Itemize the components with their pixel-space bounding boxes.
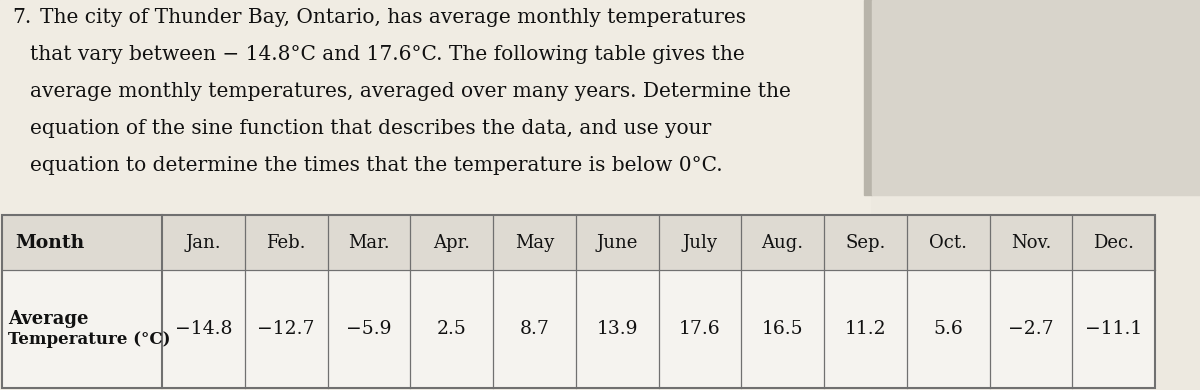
Text: Oct.: Oct.: [929, 234, 967, 252]
Text: Nov.: Nov.: [1010, 234, 1051, 252]
Text: Sep.: Sep.: [845, 234, 886, 252]
Text: −14.8: −14.8: [175, 320, 232, 338]
Text: −2.7: −2.7: [1008, 320, 1054, 338]
Text: 11.2: 11.2: [845, 320, 886, 338]
Text: 17.6: 17.6: [679, 320, 721, 338]
Bar: [2, 215, 1154, 388]
Text: Average: Average: [8, 310, 89, 328]
Text: average monthly temperatures, averaged over many years. Determine the: average monthly temperatures, averaged o…: [30, 82, 791, 101]
Text: −12.7: −12.7: [257, 320, 314, 338]
Text: 2.5: 2.5: [437, 320, 467, 338]
Text: Apr.: Apr.: [433, 234, 470, 252]
Text: July: July: [683, 234, 718, 252]
Text: 16.5: 16.5: [762, 320, 804, 338]
Text: Feb.: Feb.: [266, 234, 306, 252]
Text: 8.7: 8.7: [520, 320, 550, 338]
Text: 5.6: 5.6: [934, 320, 964, 338]
Bar: [2, 270, 1154, 388]
Bar: [872, 0, 1200, 195]
Text: 13.9: 13.9: [596, 320, 638, 338]
Bar: [864, 0, 872, 195]
Bar: [2, 215, 1154, 270]
Bar: [0, 0, 870, 390]
Text: May: May: [515, 234, 554, 252]
Text: Mar.: Mar.: [348, 234, 390, 252]
Text: that vary between − 14.8°C and 17.6°C. The following table gives the: that vary between − 14.8°C and 17.6°C. T…: [30, 45, 745, 64]
Text: Jan.: Jan.: [186, 234, 221, 252]
Text: 7.: 7.: [12, 8, 31, 27]
Text: June: June: [596, 234, 638, 252]
Text: Temperature (°C): Temperature (°C): [8, 332, 170, 349]
Text: Aug.: Aug.: [762, 234, 804, 252]
Text: −11.1: −11.1: [1085, 320, 1142, 338]
Text: Month: Month: [14, 234, 84, 252]
Text: The city of Thunder Bay, Ontario, has average monthly temperatures: The city of Thunder Bay, Ontario, has av…: [40, 8, 746, 27]
Text: −5.9: −5.9: [346, 320, 391, 338]
Text: equation of the sine function that describes the data, and use your: equation of the sine function that descr…: [30, 119, 712, 138]
Text: Dec.: Dec.: [1093, 234, 1134, 252]
Text: equation to determine the times that the temperature is below 0°C.: equation to determine the times that the…: [30, 156, 722, 175]
